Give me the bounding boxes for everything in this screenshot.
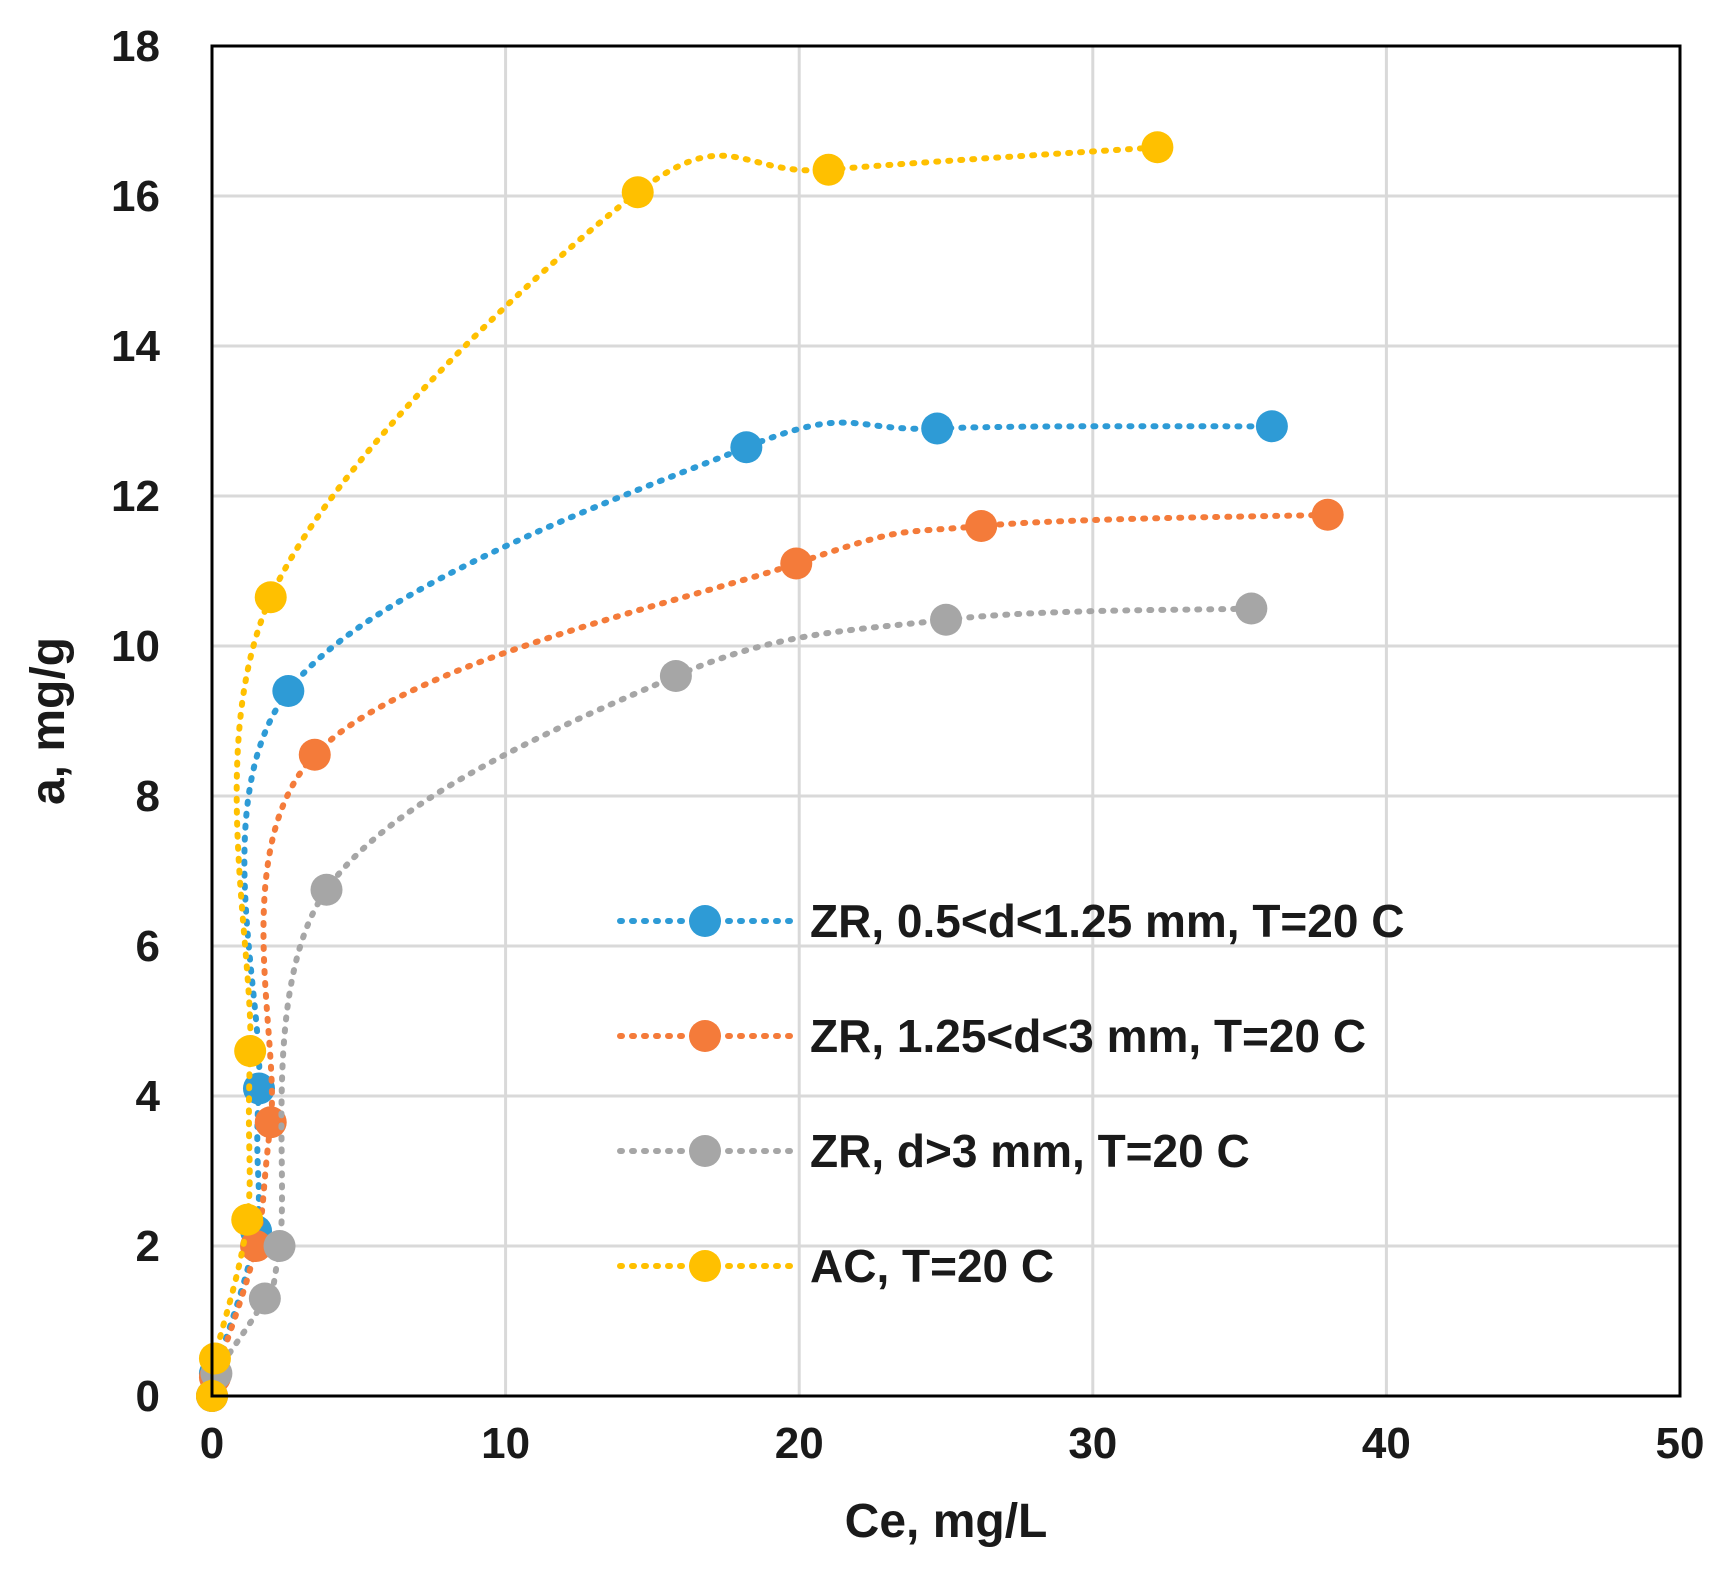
y-tick-label: 4 [136, 1072, 161, 1121]
data-point [659, 660, 692, 692]
data-point [198, 1342, 231, 1375]
legend-marker [689, 905, 721, 937]
y-tick-label: 2 [136, 1222, 160, 1271]
y-tick-label: 10 [111, 622, 160, 671]
y-tick-label: 8 [136, 772, 160, 821]
y-tick-label: 16 [111, 172, 160, 221]
y-axis-title: a, mg/g [22, 637, 75, 805]
tick-labels: 0 10 20 30 40 50 0 2 4 6 8 10 12 14 16 18 [111, 22, 1704, 1468]
x-tick-label: 10 [481, 1419, 530, 1468]
data-point [248, 1282, 281, 1315]
legend-marker [689, 1250, 721, 1282]
series-1 [196, 498, 1344, 1412]
data-point [234, 1035, 267, 1067]
y-tick-label: 6 [136, 922, 160, 971]
legend-marker [689, 1135, 721, 1167]
legend-item: ZR, 1.25<d<3 mm, T=20 C [617, 1010, 1366, 1062]
series-3 [196, 131, 1174, 1412]
data-point [965, 510, 998, 542]
legend-label: AC, T=20 C [810, 1240, 1054, 1292]
y-tick-label: 18 [111, 22, 160, 71]
x-tick-label: 50 [1656, 1419, 1705, 1468]
data-point [812, 153, 845, 186]
data-point [310, 873, 343, 906]
legend-label: ZR, 1.25<d<3 mm, T=20 C [810, 1010, 1366, 1062]
series-line [208, 144, 1161, 1399]
x-tick-label: 40 [1362, 1419, 1411, 1468]
data-point [298, 738, 331, 771]
x-tick-label: 20 [775, 1419, 824, 1468]
data-point [1235, 592, 1268, 625]
data-point [1255, 410, 1288, 443]
series-2 [196, 592, 1268, 1412]
series-line [208, 605, 1255, 1399]
data-point [621, 176, 654, 209]
data-point [780, 547, 813, 580]
data-point [1141, 131, 1174, 164]
series-layer [196, 131, 1344, 1412]
y-tick-label: 14 [111, 322, 160, 371]
legend-item: ZR, 0.5<d<1.25 mm, T=20 C [617, 895, 1404, 947]
y-tick-label: 0 [136, 1372, 160, 1421]
legend-item: AC, T=20 C [617, 1240, 1054, 1292]
data-point [1311, 498, 1344, 531]
data-point [930, 603, 962, 636]
legend-label: ZR, d>3 mm, T=20 C [810, 1125, 1250, 1177]
data-point [254, 581, 287, 614]
data-point [921, 412, 954, 445]
data-point [272, 675, 305, 707]
data-point [231, 1203, 264, 1236]
x-tick-label: 0 [200, 1419, 224, 1468]
data-point [263, 1230, 296, 1262]
legend-item: ZR, d>3 mm, T=20 C [617, 1125, 1250, 1177]
x-tick-label: 30 [1068, 1419, 1117, 1468]
y-tick-label: 12 [111, 472, 160, 521]
legend: ZR, 0.5<d<1.25 mm, T=20 C ZR, 1.25<d<3 mm… [617, 895, 1404, 1292]
data-point [730, 431, 763, 464]
legend-marker [689, 1020, 721, 1052]
x-axis-title: Ce, mg/L [845, 1495, 1048, 1548]
grid-lines [212, 46, 1680, 1396]
plot-frame [210, 44, 1682, 1398]
legend-label: ZR, 0.5<d<1.25 mm, T=20 C [810, 895, 1404, 947]
data-point [240, 1230, 273, 1262]
